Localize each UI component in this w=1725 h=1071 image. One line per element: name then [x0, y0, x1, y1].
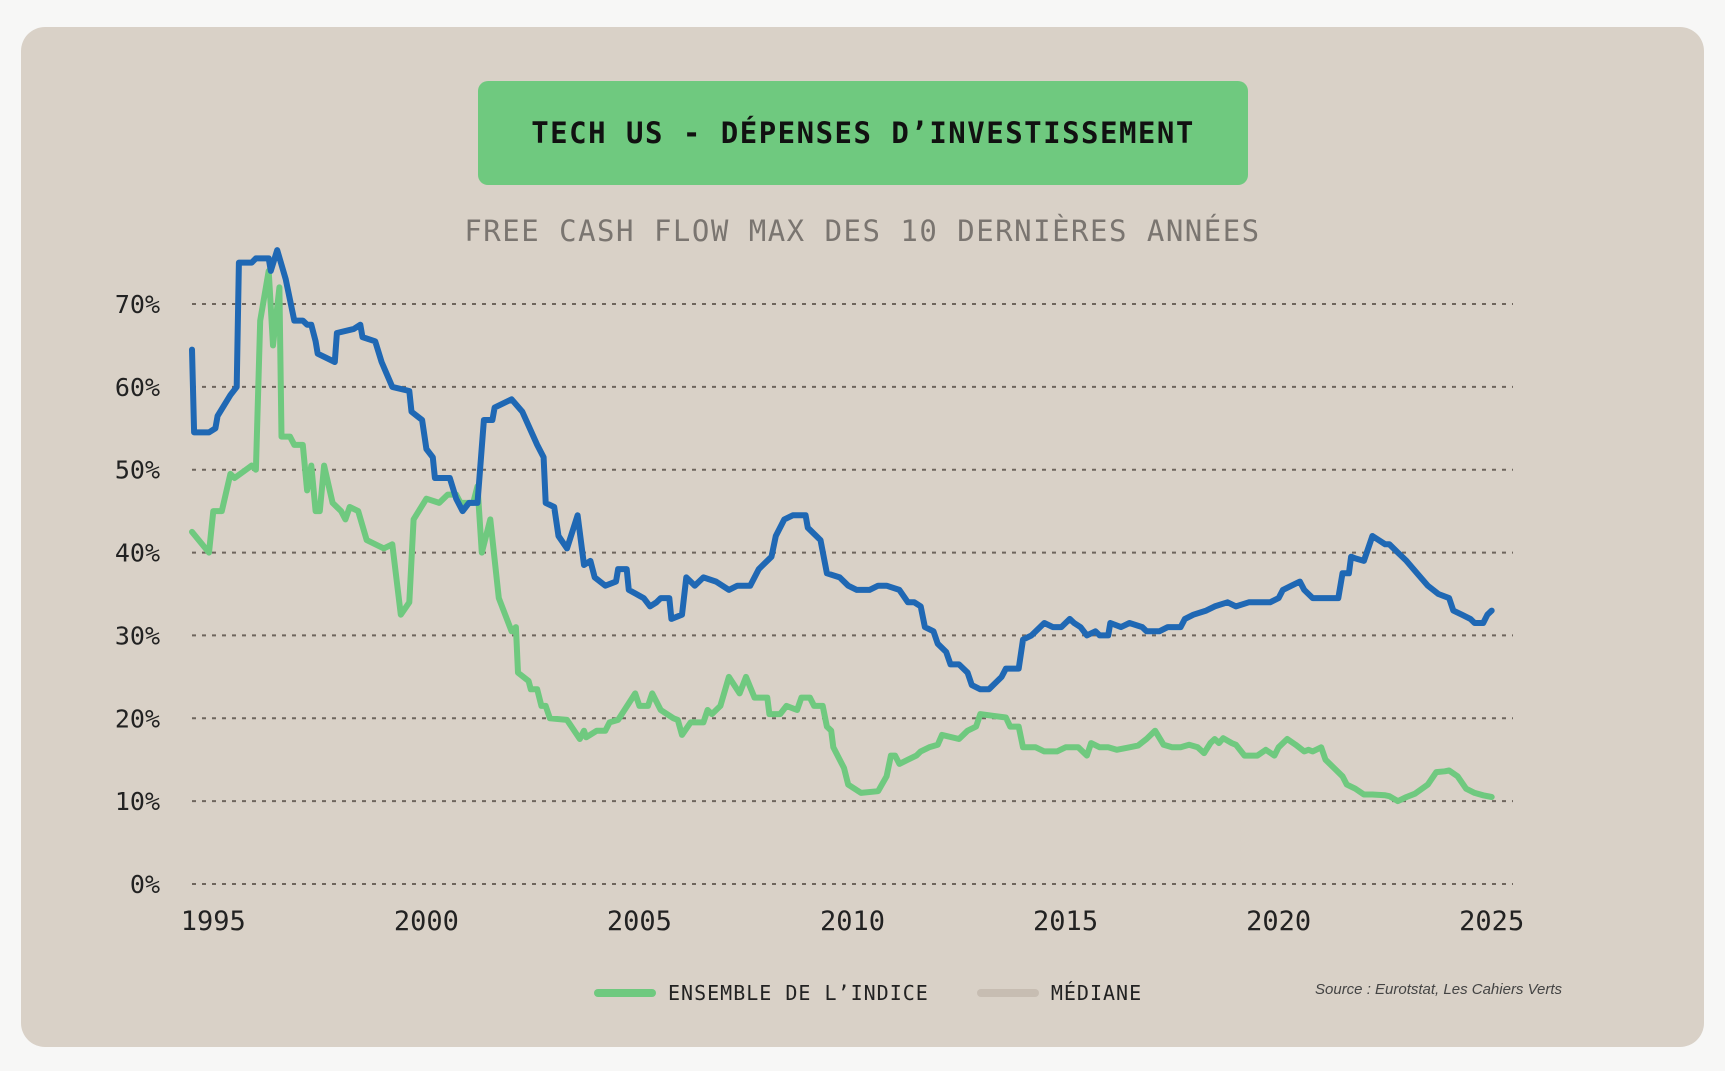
gridlines	[192, 303, 1513, 885]
y-tick-label: 70%	[115, 290, 160, 319]
chart-card	[21, 27, 1704, 1047]
legend-swatch-ensemble	[594, 989, 656, 997]
series-line-ensemble	[189, 267, 1495, 805]
y-axis-ticks: 70% 60% 50% 40% 30% 20% 10% 0%	[115, 290, 160, 899]
x-axis-ticks: 1995 2000 2005 2010 2015 2020 2025	[181, 906, 1524, 937]
x-tick-label: 2015	[1033, 906, 1098, 937]
legend-label-ensemble: ENSEMBLE DE L’INDICE	[668, 981, 929, 1005]
chart-subtitle: FREE CASH FLOW MAX DES 10 DERNIÈRES ANNÉ…	[464, 214, 1261, 248]
x-tick-label: 1995	[181, 906, 246, 937]
y-tick-label: 50%	[115, 456, 160, 485]
legend-swatch-mediane	[976, 989, 1039, 997]
y-tick-label: 30%	[115, 621, 160, 650]
source-note: Source : Eurotstat, Les Cahiers Verts	[1315, 981, 1563, 998]
y-tick-label: 60%	[115, 373, 160, 402]
x-tick-label: 2025	[1459, 906, 1524, 937]
x-tick-label: 2005	[607, 906, 672, 937]
title-banner: TECH US - DÉPENSES D’INVESTISSEMENT	[478, 81, 1248, 185]
chart-title: TECH US - DÉPENSES D’INVESTISSEMENT	[531, 116, 1195, 150]
x-tick-label: 2000	[394, 906, 459, 937]
x-tick-label: 2020	[1246, 906, 1311, 937]
series-lines	[189, 247, 1495, 805]
y-tick-label: 10%	[115, 787, 160, 816]
legend-item-mediane: MÉDIANE	[976, 981, 1143, 1005]
y-tick-label: 20%	[115, 704, 160, 733]
series-line-blue	[189, 247, 1495, 693]
legend: ENSEMBLE DE L’INDICE MÉDIANE	[594, 978, 1190, 1008]
x-tick-label: 2010	[820, 906, 885, 937]
legend-label-mediane: MÉDIANE	[1050, 981, 1143, 1005]
y-tick-label: 0%	[130, 870, 160, 899]
y-tick-label: 40%	[115, 539, 160, 568]
legend-item-ensemble: ENSEMBLE DE L’INDICE	[594, 981, 929, 1005]
